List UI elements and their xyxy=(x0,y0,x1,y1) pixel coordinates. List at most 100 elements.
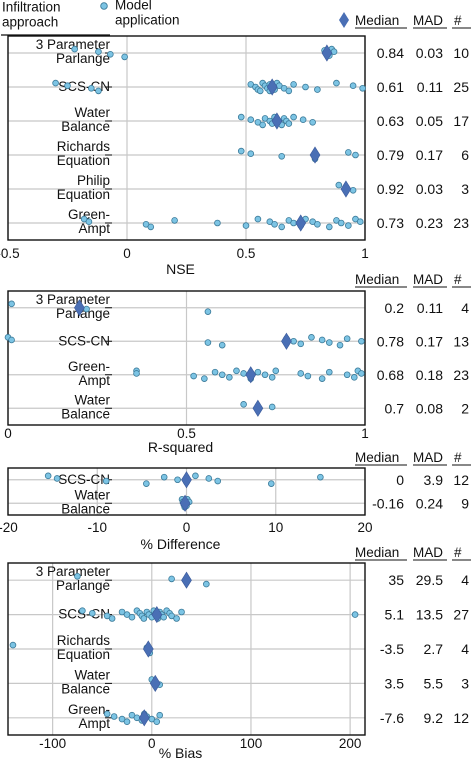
row-label: Water Balance xyxy=(61,667,110,696)
data-point xyxy=(214,219,221,227)
data-point xyxy=(102,477,110,485)
data-point xyxy=(9,641,17,649)
mad-value: 0.17 xyxy=(416,333,443,349)
data-point xyxy=(308,334,315,341)
data-point xyxy=(336,341,344,349)
row-water-balance: Water Balance 3.5 5.5 3 xyxy=(61,667,469,696)
median-marker xyxy=(309,146,321,164)
data-point xyxy=(123,611,131,618)
data-point xyxy=(259,121,266,129)
data-point xyxy=(290,81,297,88)
data-point xyxy=(318,336,326,344)
mad-value: 0.17 xyxy=(416,147,443,163)
median-marker xyxy=(138,709,150,727)
row-philip-equation: Philip Equation 0.92 0.03 3 xyxy=(57,173,470,202)
row-label: Philip Equation xyxy=(57,173,110,202)
data-point xyxy=(88,609,96,617)
header-count: # xyxy=(454,450,462,465)
data-point xyxy=(268,403,276,411)
mad-value: 0.24 xyxy=(416,495,443,511)
median-marker xyxy=(321,44,333,62)
data-point xyxy=(128,711,136,719)
data-point xyxy=(233,367,240,375)
median-value: -0.16 xyxy=(372,495,404,511)
data-point xyxy=(261,371,269,379)
median-marker xyxy=(151,606,163,624)
data-point xyxy=(218,341,226,349)
data-point xyxy=(271,221,278,228)
row-green-ampt: Green-Ampt 0.73 0.23 23 xyxy=(68,207,469,236)
median-value: 0.73 xyxy=(377,215,404,231)
median-value: 0.84 xyxy=(377,45,404,61)
data-point xyxy=(345,222,352,229)
data-point xyxy=(71,45,78,53)
x-tick-label: 0 xyxy=(123,246,131,261)
row-label: Richards Equation xyxy=(57,139,111,168)
row-scs-cn: SCS-CN 0.61 0.11 25 xyxy=(52,78,469,96)
header-count: # xyxy=(454,13,462,28)
count-value: 4 xyxy=(461,300,469,316)
header-mad: MAD xyxy=(413,13,443,28)
data-point xyxy=(74,572,81,580)
data-point xyxy=(95,87,102,95)
data-point xyxy=(285,120,293,127)
row-3-parameter-parlange: 3 Parameter Parlange 35 29.5 4 xyxy=(36,564,470,593)
x-tick-label: 0 xyxy=(4,426,12,441)
data-point xyxy=(299,116,307,123)
data-point xyxy=(304,372,312,380)
count-value: 3 xyxy=(461,181,469,197)
data-point xyxy=(121,53,128,61)
data-point xyxy=(356,218,364,226)
header-median: Median xyxy=(355,450,399,465)
chart-panel-4: -100 0 100 200 % Bias Median MAD #3 Parameter Pa… xyxy=(7,545,471,761)
count-value: 27 xyxy=(453,607,469,623)
count-value: 25 xyxy=(453,79,469,95)
data-point xyxy=(160,473,168,481)
data-point xyxy=(349,187,357,194)
data-point xyxy=(325,368,333,376)
data-point xyxy=(237,147,245,155)
data-point xyxy=(143,480,150,487)
plot-frame xyxy=(7,290,366,426)
median-value: 0.79 xyxy=(377,147,404,163)
data-point xyxy=(103,612,111,620)
x-tick-label: 0 xyxy=(148,736,156,751)
row-3-parameter-parlange: 3 Parameter Parlange 0.2 0.11 4 xyxy=(8,291,469,320)
header-col-label: Infiltration approach xyxy=(2,0,61,29)
median-marker xyxy=(245,366,257,384)
row-green-ampt: Green-Ampt -7.6 9.2 12 xyxy=(68,701,469,730)
data-point xyxy=(285,87,293,95)
median-value: 3.5 xyxy=(385,675,405,691)
data-point xyxy=(226,374,233,381)
data-point xyxy=(278,153,286,160)
median-value: 0.7 xyxy=(385,400,405,416)
mad-value: 0.23 xyxy=(416,215,443,231)
count-value: 12 xyxy=(453,710,469,726)
data-point xyxy=(44,472,52,480)
data-point xyxy=(247,116,255,123)
mad-value: 0.03 xyxy=(416,181,443,197)
data-point xyxy=(204,308,212,315)
mad-value: 29.5 xyxy=(416,572,443,588)
median-marker xyxy=(252,399,264,417)
mad-value: 13.5 xyxy=(416,607,443,623)
data-point xyxy=(168,575,175,583)
header: Infiltration approach Model application xyxy=(1,0,180,36)
x-tick-label: 100 xyxy=(240,736,263,751)
data-point xyxy=(268,374,276,381)
data-point xyxy=(123,718,131,725)
count-value: 23 xyxy=(453,215,469,231)
data-point xyxy=(8,300,15,308)
data-point xyxy=(52,79,59,87)
data-point xyxy=(290,113,297,121)
count-value: 17 xyxy=(453,113,469,129)
count-value: 4 xyxy=(461,572,469,588)
row-label: Water Balance xyxy=(61,105,110,134)
count-value: 23 xyxy=(453,367,469,383)
data-point xyxy=(190,372,197,380)
count-value: 3 xyxy=(461,675,469,691)
data-point xyxy=(128,613,136,621)
data-point xyxy=(173,615,180,622)
row-label: Green-Ampt xyxy=(68,207,110,236)
plot-frame xyxy=(7,35,366,241)
